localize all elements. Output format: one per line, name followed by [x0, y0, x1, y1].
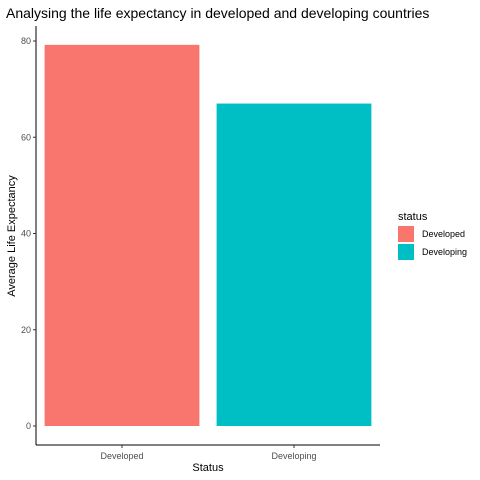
x-tick-label: Developing [271, 451, 316, 461]
bar-developing [216, 103, 372, 426]
x-tick-label: Developed [100, 451, 143, 461]
legend-swatch-developed [398, 226, 414, 242]
y-tick-label: 40 [21, 229, 31, 239]
y-axis-ticks: 0 20 40 60 80 [21, 36, 36, 431]
legend: status Developed Developing [398, 211, 467, 260]
chart-title: Analysing the life expectancy in develop… [6, 5, 429, 21]
y-tick-label: 20 [21, 325, 31, 335]
plot-area [44, 44, 372, 426]
legend-swatch-developing [398, 244, 414, 260]
y-tick-label: 0 [26, 421, 31, 431]
legend-title: status [398, 211, 428, 223]
bar-developed [44, 44, 200, 426]
legend-label-developing: Developing [422, 247, 467, 257]
x-axis-title: Status [192, 462, 224, 474]
x-axis-ticks: Developed Developing [100, 445, 317, 461]
y-axis-title: Average Life Expectancy [6, 175, 18, 297]
legend-label-developed: Developed [422, 229, 465, 239]
y-tick-label: 80 [21, 36, 31, 46]
y-tick-label: 60 [21, 132, 31, 142]
